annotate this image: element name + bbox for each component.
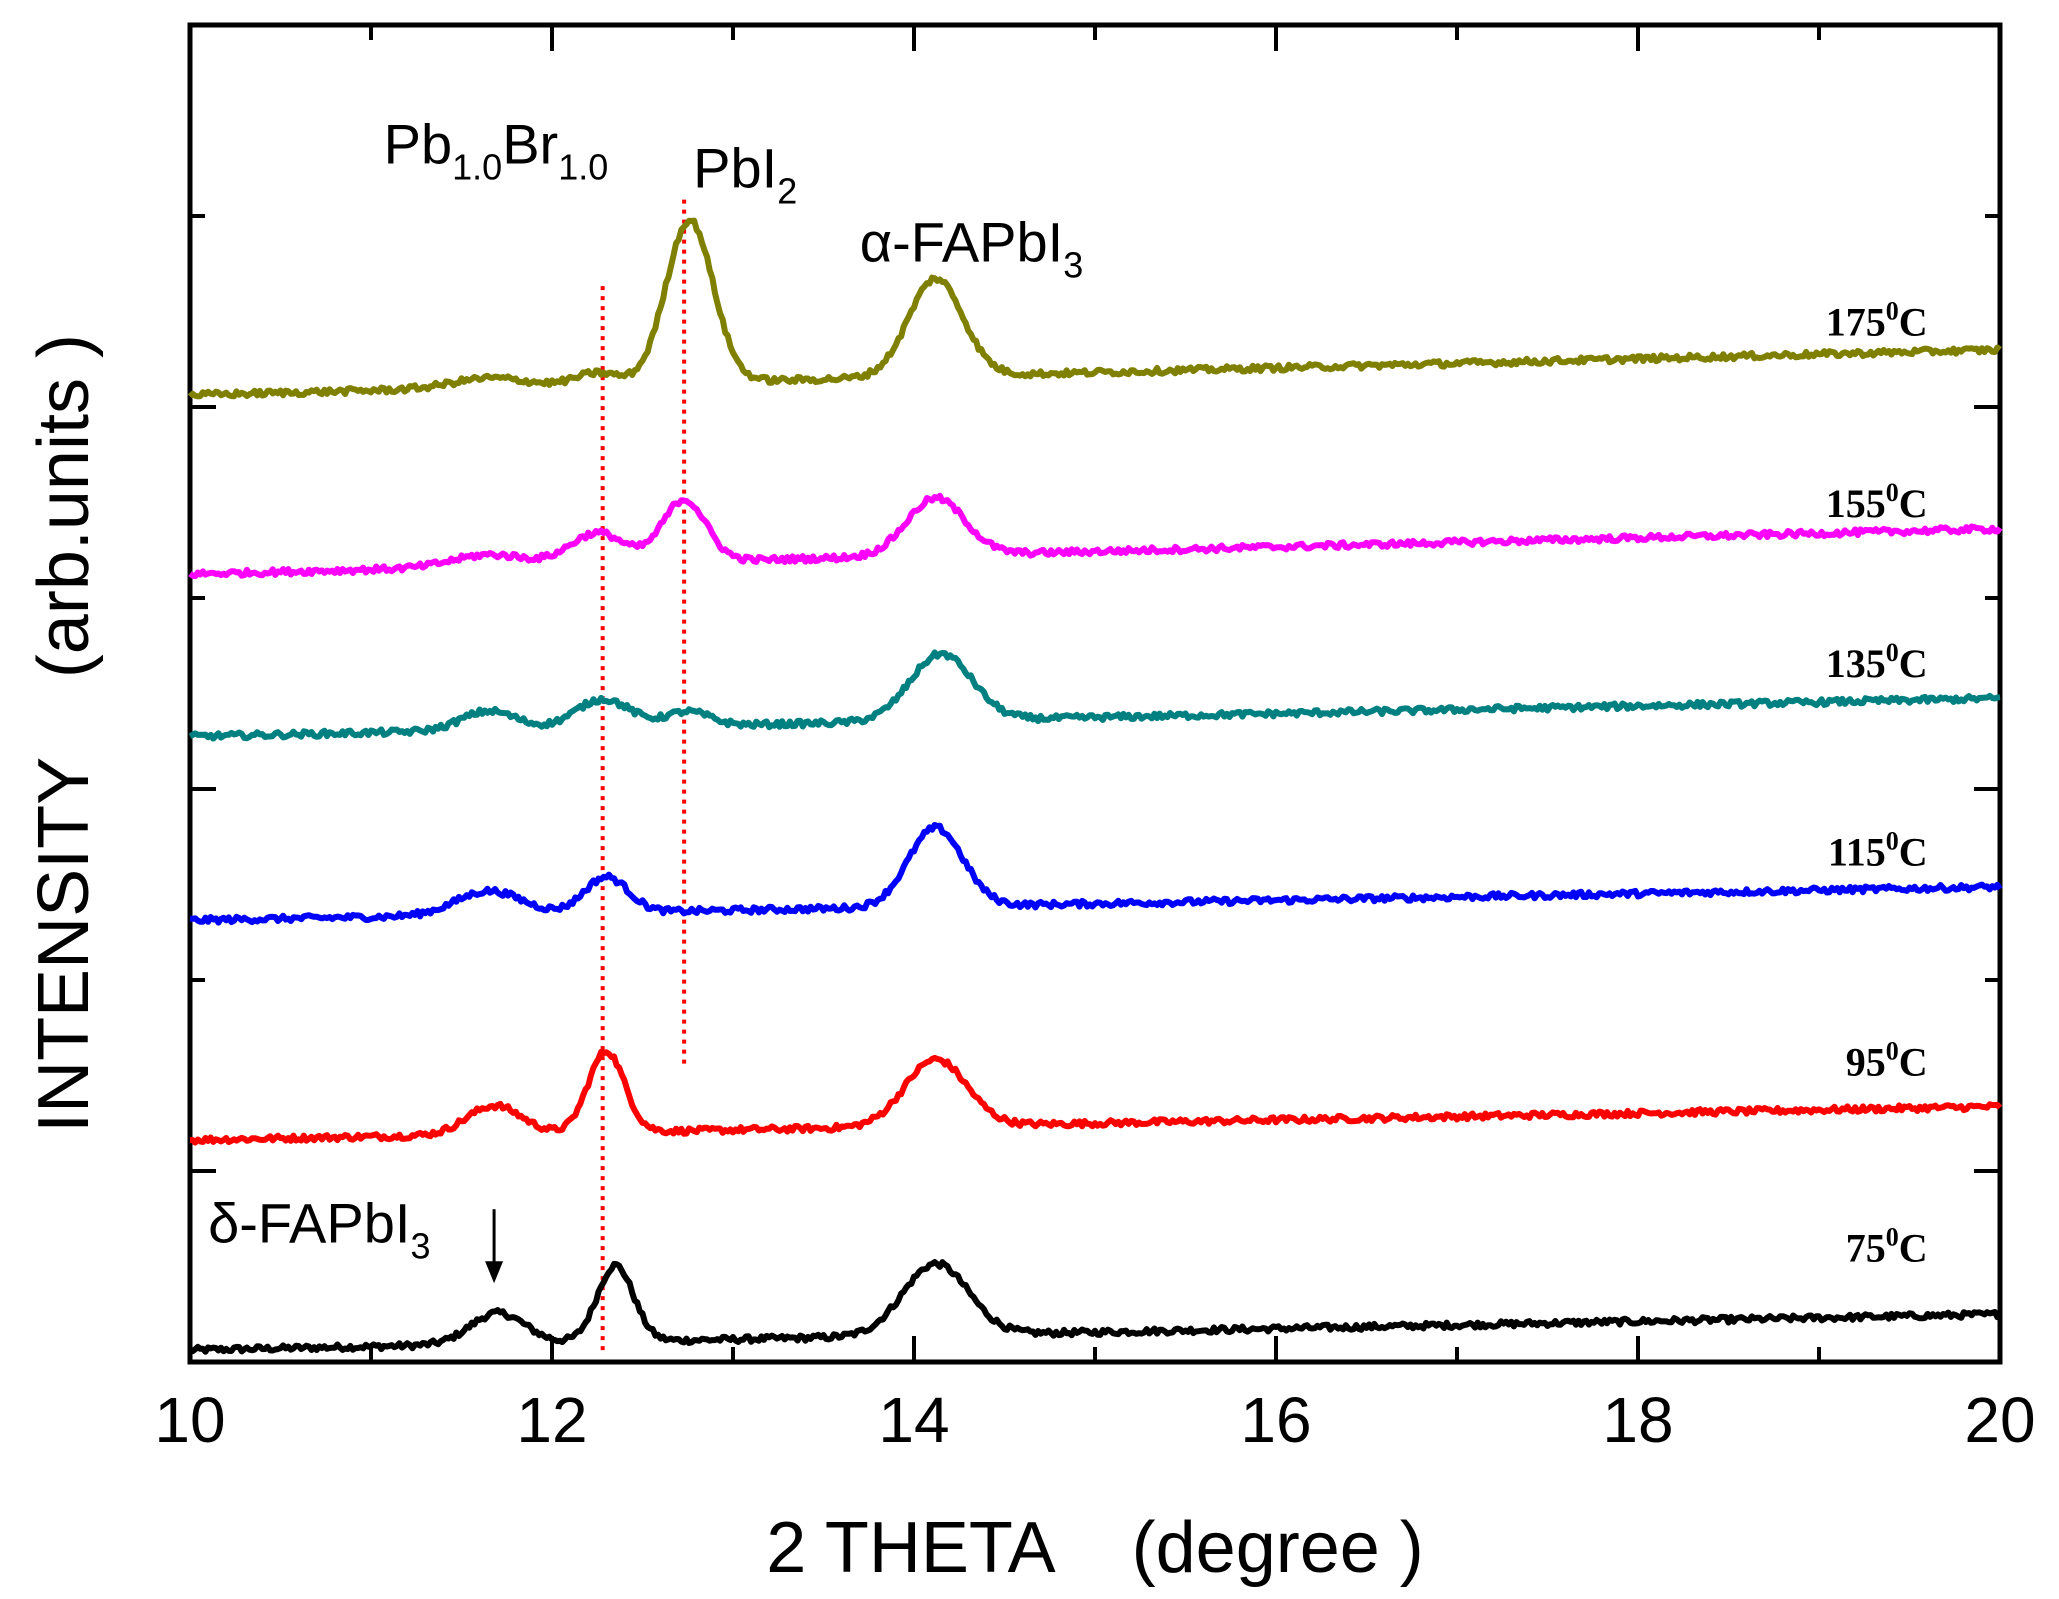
axis-ticks [188,23,2002,1362]
reference-lines [600,196,687,1351]
series-group [187,217,2003,1355]
alpha-fapbi3-label: α-FAPbI3 [860,210,1084,285]
series-line-95C [189,1048,2003,1146]
series-line-135C [188,649,2001,742]
y-axis-label: INTENSITY (arb.units ) [24,334,104,1133]
temp-label-175C: 1750C [1826,296,1928,344]
x-tick-label: 14 [878,1384,949,1456]
temp-label-115C: 1150C [1828,826,1928,874]
delta-arrow-head [485,1261,504,1284]
x-tick-label: 16 [1240,1384,1311,1456]
series-line-175C [187,217,2002,400]
pbibr-label: Pb1.0Br1.0 [384,112,609,187]
plot-border [187,22,2003,1365]
pbi2-label: PbI2 [693,136,797,211]
x-tick-label: 18 [1602,1384,1673,1456]
x-tick-label: 10 [154,1384,225,1456]
x-tick-label: 12 [516,1384,587,1456]
x-tick-label: 20 [1964,1384,2035,1456]
delta-fapbi3-label: δ-FAPbI3 [208,1192,430,1267]
temp-label-135C: 1350C [1826,638,1928,686]
labels-group: 10 12 14 16 18 20 2 THETA (degree ) INTENSITY (… [24,112,2036,1588]
series-line-155C [188,492,2003,580]
series-line-115C [189,822,2003,926]
temp-label-75C: 750C [1846,1223,1928,1271]
x-axis-label: 2 THETA (degree ) [766,1508,1424,1588]
temp-label-155C: 1550C [1826,478,1928,526]
plot-frame [187,22,2003,1365]
series-line-75C [188,1259,2001,1355]
temp-label-95C: 950C [1846,1037,1928,1085]
